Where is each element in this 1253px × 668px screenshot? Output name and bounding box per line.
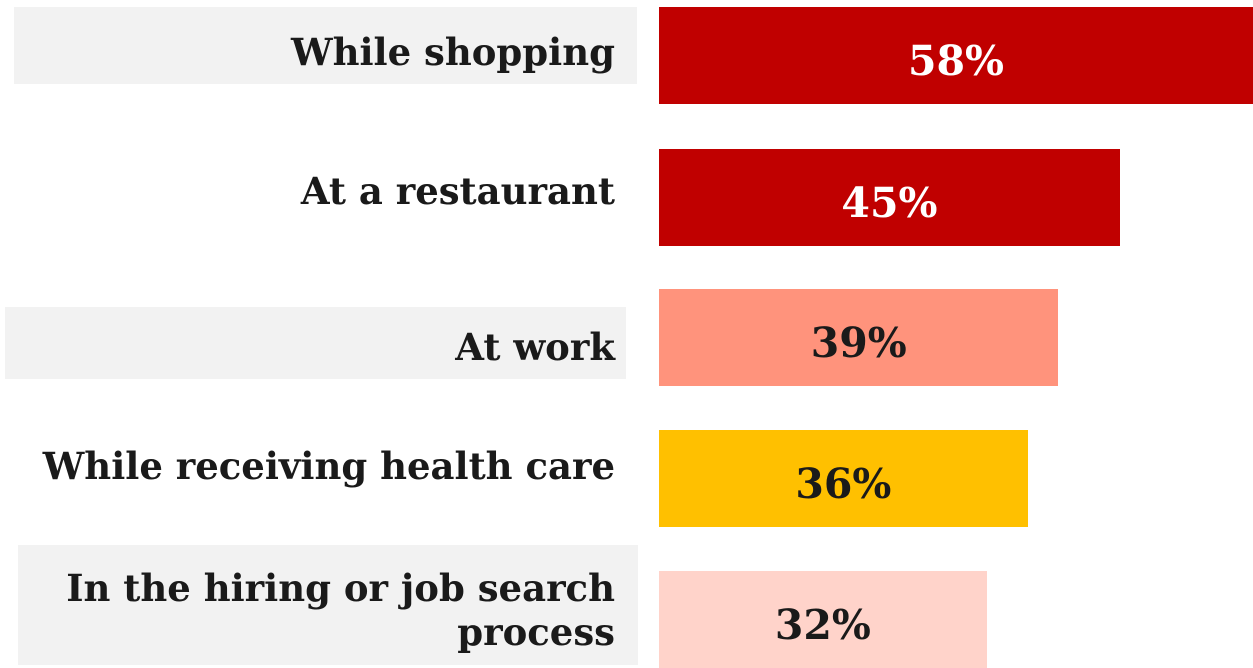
bar-value-label: 36%	[795, 459, 892, 508]
category-label-background	[5, 307, 626, 379]
bar	[659, 289, 1059, 386]
bar	[659, 7, 1253, 104]
category-label-background	[18, 545, 638, 665]
bar-value-label: 39%	[810, 318, 907, 367]
category-label: At work	[455, 325, 615, 369]
category-label: While shopping	[291, 30, 615, 74]
bar-value-label: 32%	[774, 600, 871, 649]
bar-value-label: 45%	[841, 178, 938, 227]
bar	[659, 430, 1028, 527]
category-label-background	[14, 7, 637, 84]
bar	[659, 149, 1120, 246]
category-label: At a restaurant	[300, 169, 615, 213]
category-label: While receiving health care	[42, 444, 615, 488]
bar	[659, 571, 987, 668]
bar-value-label: 58%	[907, 36, 1004, 85]
category-label: In the hiring or job search process	[66, 566, 615, 654]
